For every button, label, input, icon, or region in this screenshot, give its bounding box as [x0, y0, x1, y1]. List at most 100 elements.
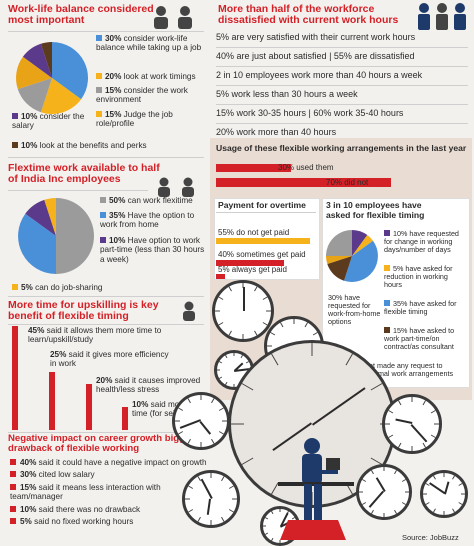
clock-tick [229, 485, 234, 489]
asked-pie-chart [326, 230, 378, 282]
clock-tick [383, 467, 385, 472]
overtime-label-55: 55% do not get paid [218, 228, 290, 237]
clock-hour-hand [199, 421, 212, 435]
negative-item: 10% said there was no drawback [10, 505, 215, 514]
hours-line-3: 2 in 10 employees work more than 40 hour… [216, 70, 423, 80]
asked-title-line1: 3 in 10 employees have [326, 200, 422, 210]
clock-tick [443, 473, 445, 477]
asked-slice-30 [326, 230, 352, 256]
clock-tick [345, 353, 353, 366]
usage-title: Usage of these flexible working arrangem… [216, 143, 467, 153]
clock-tick [452, 508, 455, 513]
clock-tick [188, 509, 193, 513]
clock-tick [233, 383, 235, 387]
clock-tick [404, 491, 409, 493]
clock-tick [231, 423, 245, 425]
people-icon [154, 6, 192, 29]
overtime-bar-5 [216, 274, 225, 279]
clock-tick [221, 476, 225, 481]
negative-item: 40% said it could have a negative impact… [10, 458, 215, 467]
asked-item-1: 10% have requested for change in working… [384, 229, 459, 254]
clock-icon [182, 470, 240, 528]
usage-bar-70 [216, 178, 391, 187]
flex-slice-50 [56, 198, 94, 274]
negative-item: 5% said no fixed working hours [10, 517, 215, 526]
hours-line-5: 15% work 30-35 hours | 60% work 35-40 ho… [216, 108, 404, 118]
divider [8, 31, 204, 32]
asked-side-text: 30% have requested for work-from-home op… [328, 293, 381, 326]
clock-tick [241, 383, 254, 391]
clock-tick [280, 322, 284, 328]
flex-title-line2: of India Inc employees [8, 173, 121, 186]
clock-tick [210, 520, 212, 525]
negative-title-line1: Negative impact on career growth biggest [8, 433, 199, 444]
clock-tick [266, 310, 271, 312]
clock-tick [200, 442, 202, 447]
usage-label-70: 70% did not [326, 178, 369, 187]
clock-tick [398, 442, 402, 448]
upskill-label-1: 45% said it allows them more time to lea… [28, 326, 162, 345]
clock-tick [425, 502, 430, 505]
negative-list: 40% said it could have a negative impact… [10, 458, 215, 527]
hours-line-4: 5% work less than 30 hours a week [216, 89, 358, 99]
asked-slice-15 [327, 256, 352, 281]
clock-tick [452, 475, 455, 480]
asked-slice-10 [352, 230, 368, 256]
divider [8, 296, 204, 297]
clock-tick [254, 330, 258, 336]
clock-tick [215, 310, 220, 312]
clock-tick [221, 517, 225, 522]
asked-title-line2: asked for flexible timing [326, 210, 425, 220]
clock-tick [458, 483, 463, 486]
source-text: Source: JobBuzz [402, 533, 459, 542]
clock-tick [197, 517, 201, 522]
wlb-slice-15a [17, 78, 52, 113]
wlb-item-1: 30% consider work-life balance while tak… [96, 34, 202, 53]
clock-tick [222, 420, 227, 422]
wlb-slice-30 [52, 42, 89, 100]
clock-minute-hand [200, 478, 213, 499]
clock-tick [271, 353, 279, 366]
clock-tick [370, 383, 383, 391]
clock-tick [262, 322, 268, 326]
clock-tick [187, 398, 191, 403]
person-at-desk-illustration [278, 438, 354, 540]
clock-tick [219, 431, 224, 435]
clock-icon [356, 464, 412, 520]
clock-tick [175, 420, 180, 422]
upskill-title: More time for upskilling is key benefit … [8, 299, 159, 323]
clock-tick [422, 400, 426, 406]
clock-tick [245, 361, 249, 364]
clock-tick [311, 343, 313, 357]
clock-tick [270, 332, 276, 336]
usage-bar-30 [216, 164, 291, 172]
clock-tick [241, 457, 254, 465]
negative-item: 30% cited low salary [10, 470, 215, 479]
clock-tick [178, 431, 183, 435]
clock-tick [458, 502, 463, 505]
upskill-label-3: 20% said it causes improved health/less … [96, 376, 201, 395]
clock-tick [254, 286, 258, 292]
hours-line-2: 40% are just about satisfied | 55% are d… [216, 51, 415, 61]
clock-tick [371, 509, 375, 514]
clock-tick [233, 353, 235, 357]
clock-tick [359, 491, 364, 493]
clock-tick [219, 361, 223, 364]
asked-item-4: 15% have asked to work part-time/on cont… [384, 326, 455, 351]
clock-tick [218, 322, 224, 326]
flex-slice-10 [25, 199, 56, 236]
hours-title-line1: More than half of the workforce [218, 3, 375, 15]
overtime-title: Payment for overtime [218, 200, 306, 210]
wlb-slice-10a [22, 43, 52, 78]
wlb-title: Work-life balance considered most import… [8, 3, 154, 26]
clock-minute-hand [179, 419, 201, 429]
flex-title: Flextime work available to half of India… [8, 162, 160, 186]
clock-tick [228, 330, 232, 336]
hours-title: More than half of the workforce dissatis… [218, 3, 398, 26]
upskill-title-line2: benefit of flexible timing [8, 310, 129, 323]
clock-tick [434, 423, 439, 425]
clock-tick [211, 398, 215, 403]
clock-tick [430, 434, 436, 438]
clock-tick [304, 322, 308, 328]
clock-tick [423, 493, 427, 495]
